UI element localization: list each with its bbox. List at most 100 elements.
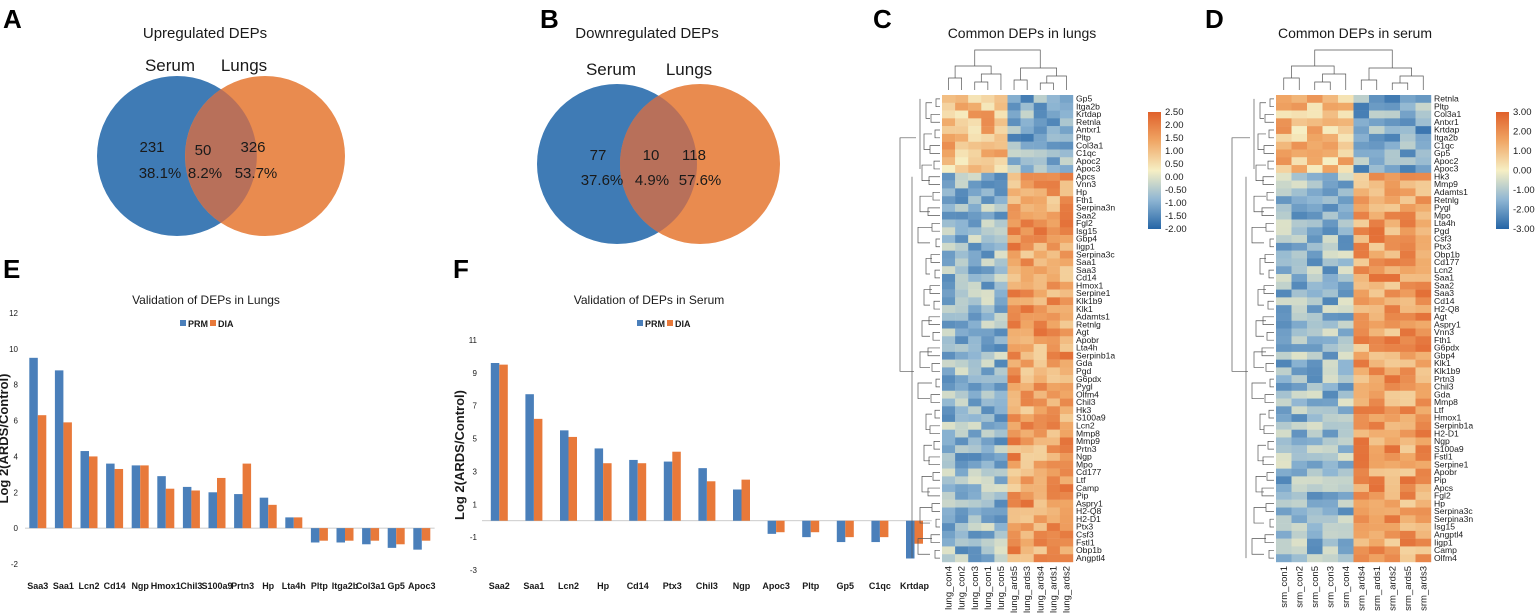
heatmap-d-title: Common DEPs in serum [1278,25,1432,41]
heatmap-cell [1307,266,1323,275]
heatmap-cell [968,211,982,220]
heatmap-cell [955,351,969,360]
heatmap-cell [1033,289,1047,298]
heatmap-row-label: H2-Q8 [1434,304,1460,314]
heatmap-cell [1369,421,1385,430]
bar-prm-saa2 [490,363,500,521]
heatmap-cell [1322,499,1339,508]
heatmap-cell [1046,157,1061,166]
bar-dia-saa1 [63,422,72,529]
heatmap-row-label: Saa2 [1076,210,1096,220]
heatmap-cell [1059,523,1074,532]
heatmap-cell [994,484,1008,493]
dendrogram-branch [928,176,940,185]
heatmap-cell [1046,227,1061,236]
heatmap-cell [1338,297,1354,306]
heatmap-cell [1384,476,1401,485]
heatmap-cell [994,102,1008,111]
heatmap-cell [1338,118,1354,127]
heatmap-cell [1322,507,1339,516]
heatmap-cell [1276,554,1292,563]
heatmap-cell [942,266,956,275]
dendrogram-branch [1269,98,1274,108]
heatmap-cell [1020,188,1034,197]
heatmap-row-label: Obp1b [1076,545,1102,555]
dendrogram-branch [1262,456,1274,466]
heatmap-cell [1291,126,1308,135]
colorbar-tick-label: -2.00 [1165,224,1187,235]
heatmap-cell [968,429,982,438]
venn-b-left-count: 77 [590,147,607,164]
dendrogram-branch [1251,382,1266,399]
heatmap-cell [1291,118,1308,127]
dendrogram-branch [1268,269,1274,279]
heatmap-row-label: Fth1 [1076,195,1093,205]
heatmap-cell [1007,554,1021,563]
heatmap-cell [1415,110,1432,119]
x-category-label: Lta4h [282,581,306,591]
heatmap-cell [1369,258,1385,267]
heatmap-cell [1338,406,1354,415]
heatmap-cell [994,118,1008,127]
dendrogram-branch [1263,425,1274,434]
dendrogram-branch [1314,49,1393,68]
heatmap-cell [1033,406,1047,415]
heatmap-cell [1059,196,1074,205]
heatmap-cell [1033,149,1047,158]
heatmap-row-label: Pip [1076,491,1089,501]
heatmap-cell [1007,320,1021,329]
legend-swatch-prm [637,320,643,326]
heatmap-cell [955,203,969,212]
heatmap-cell [1415,258,1432,267]
heatmap-cell [1020,149,1034,158]
heatmap-cell [1369,196,1385,205]
heatmap-cell [942,382,956,391]
heatmap-cell [1046,367,1061,376]
heatmap-cell [1291,336,1308,345]
heatmap-cell [1353,281,1370,290]
heatmap-cell [942,421,956,430]
y-tick-label: 1 [473,500,478,509]
heatmap-cell [1415,468,1432,477]
colorbar-tick-label: 3.00 [1513,107,1532,118]
heatmap-cell [1384,289,1401,298]
heatmap-cell [968,289,982,298]
heatmap-column-label: srm_con4 [1341,566,1352,608]
heatmap-cell [1338,468,1354,477]
heatmap-cell [981,95,995,103]
heatmap-cell [1400,437,1416,446]
heatmap-cell [1400,110,1416,119]
heatmap-cell [1046,235,1061,244]
dendrogram-branch [1283,77,1300,90]
heatmap-cell [1007,95,1021,103]
dendrogram-branch [919,195,932,213]
heatmap-cell [1046,421,1061,430]
legend-label-prm: PRM [645,319,665,329]
heatmap-cell [1353,515,1370,524]
heatmap-cell [1020,165,1034,174]
heatmap-cell [1307,227,1323,236]
x-category-label: Saa3 [27,581,48,591]
heatmap-cell [1059,165,1074,174]
heatmap-cell [1059,118,1074,127]
heatmap-cell [955,429,969,438]
heatmap-cell [942,336,956,345]
heatmap-cell [1338,328,1354,337]
heatmap-cell [1369,157,1385,166]
heatmap-cell [1046,305,1061,314]
heatmap-cell [1322,102,1339,111]
heatmap-cell [1020,336,1034,345]
heatmap-cell [968,95,982,103]
heatmap-cell [1291,157,1308,166]
heatmap-cell [1338,476,1354,485]
heatmap-cell [1020,530,1034,539]
colorbar-tick-label: 1.50 [1165,133,1184,144]
heatmap-cell [1007,421,1021,430]
heatmap-cell [1059,172,1074,181]
heatmap-cell [994,538,1008,547]
x-category-label: Apoc3 [762,581,790,591]
heatmap-cell [1384,421,1401,430]
heatmap-row-label: Hp [1076,187,1087,197]
heatmap-cell [1291,375,1308,384]
dendrogram-branch [1266,332,1274,341]
